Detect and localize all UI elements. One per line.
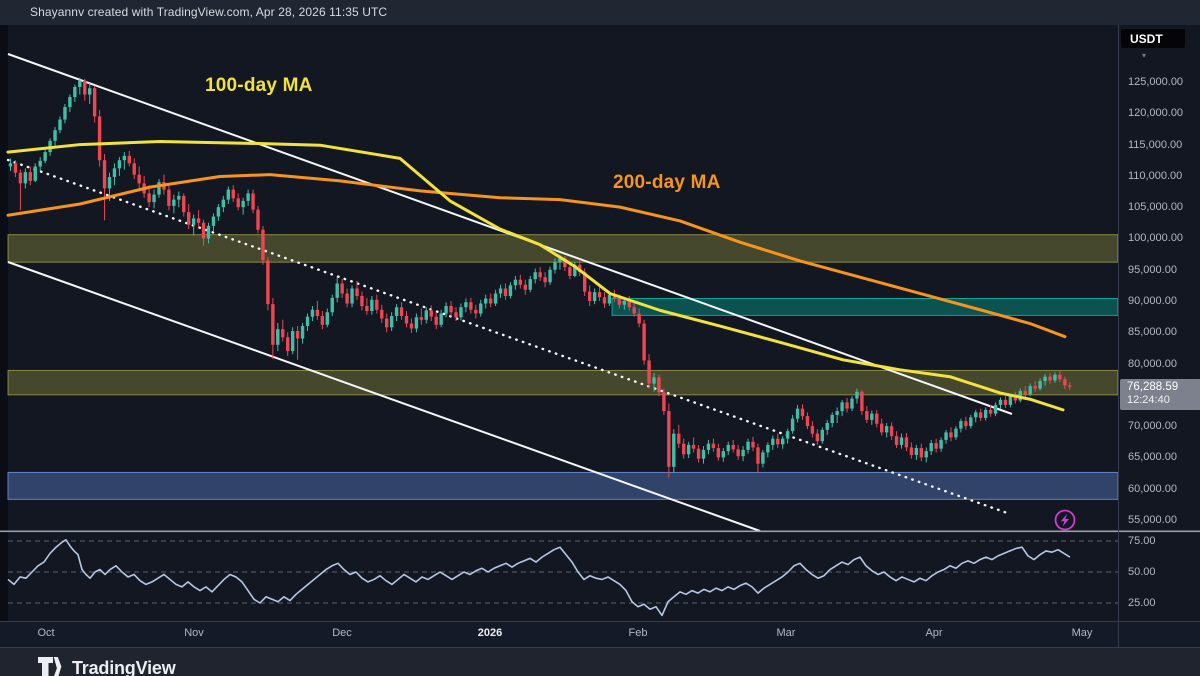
price-tick-label: 120,000.00 — [1128, 107, 1184, 120]
chevron-down-icon: ▾ — [1142, 51, 1147, 60]
zone-resistance-89k — [611, 297, 1119, 316]
price-tick-label: 85,000.00 — [1128, 326, 1177, 339]
tradingview-logo-text: TradingView — [72, 658, 176, 676]
ma100-line — [6, 139, 1065, 412]
trendline-channel-bottom — [7, 261, 761, 532]
last-price-badge: 76,288.59 12:24:40 — [1120, 379, 1200, 410]
ma200-line — [6, 173, 1067, 339]
pane-separator — [0, 530, 1200, 533]
rsi-line — [7, 538, 1071, 617]
price-chart-canvas[interactable] — [0, 25, 1200, 648]
tradingview-logo[interactable]: TradingView — [38, 657, 176, 676]
price-tick-label: 55,000.00 — [1128, 513, 1177, 526]
rsi-tick-label: 75.00 — [1128, 535, 1156, 547]
zone-zone-76k — [7, 369, 1119, 396]
attribution-text: Shayannv created with TradingView.com, A… — [30, 5, 388, 19]
trendline-dotted-midline — [6, 158, 1012, 516]
time-axis-label-mar: Mar — [776, 627, 796, 639]
candlestick-series — [8, 77, 1072, 478]
ma100-annotation: 100-day MA — [205, 75, 313, 96]
chart-area[interactable]: 100-day MA 200-day MA 125,000.00 120,000.… — [0, 25, 1200, 648]
price-tick-label: 125,000.00 — [1128, 76, 1184, 88]
time-axis-label-2026: 2026 — [477, 627, 503, 639]
tradingview-logo-icon — [38, 657, 62, 676]
last-price-value: 76,288.59 — [1127, 381, 1179, 393]
time-axis-label-feb: Feb — [628, 627, 648, 639]
countdown-timer: 12:24:40 — [1127, 394, 1170, 406]
price-tick-label: 95,000.00 — [1128, 263, 1177, 276]
symbol-currency-button[interactable]: USDT — [1120, 28, 1186, 49]
price-tick-label: 105,000.00 — [1128, 201, 1184, 214]
time-axis-row — [0, 621, 1200, 648]
price-tick-label: 70,000.00 — [1128, 420, 1177, 433]
zone-support-60k — [7, 471, 1119, 500]
footer-bar: TradingView — [0, 648, 1200, 676]
price-tick-label: 90,000.00 — [1128, 294, 1177, 307]
rsi-tick-label: 50.00 — [1128, 566, 1156, 578]
price-tick-label: 65,000.00 — [1128, 451, 1177, 464]
attribution-bar: Shayannv created with TradingView.com, A… — [0, 0, 1200, 25]
lightning-bolt-glyph — [1060, 514, 1069, 527]
time-axis-label-apr: Apr — [925, 627, 943, 639]
ma200-annotation: 200-day MA — [613, 172, 721, 193]
price-tick-label: 60,000.00 — [1128, 482, 1177, 495]
time-axis-label-oct: Oct — [37, 627, 55, 639]
time-axis-label-may: May — [1071, 627, 1093, 639]
price-tick-label: 110,000.00 — [1128, 169, 1183, 182]
rsi-tick-label: 25.00 — [1128, 597, 1156, 609]
plot-left-margin — [0, 25, 8, 621]
time-axis-label-nov: Nov — [184, 627, 204, 639]
price-tick-label: 80,000.00 — [1128, 357, 1177, 370]
time-axis-label-dec: Dec — [332, 627, 352, 639]
price-tick-label: 115,000.00 — [1128, 138, 1183, 151]
price-tick-label: 100,000.00 — [1128, 232, 1184, 245]
